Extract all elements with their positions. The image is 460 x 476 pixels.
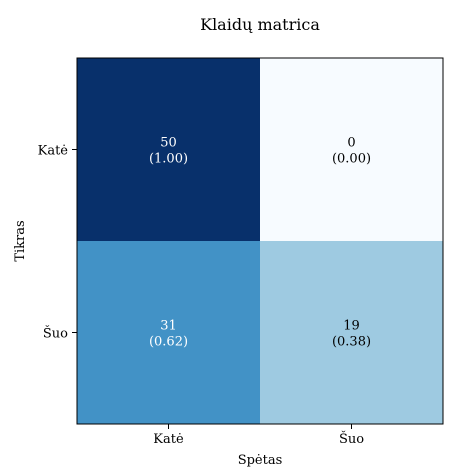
y-tick-label: Šuo — [43, 325, 68, 342]
cell-count-label: 0 — [347, 136, 355, 151]
y-tick-label: Katė — [38, 144, 69, 159]
heatmap-cells — [77, 58, 443, 424]
heatmap-cell-labels: 50(1.00) 0(0.00) 31(0.62) 19(0.38) — [149, 136, 371, 350]
x-axis-ticks: Katė Šuo — [153, 424, 364, 447]
heatmap-cell — [77, 241, 260, 424]
y-axis-ticks: Katė Šuo — [38, 144, 77, 342]
x-tick-label: Katė — [153, 432, 184, 447]
cell-ratio-label: (0.00) — [332, 152, 371, 167]
chart-title: Klaidų matrica — [200, 15, 320, 34]
cell-count-label: 50 — [160, 136, 177, 151]
y-axis-label: Tikras — [13, 220, 28, 261]
x-tick-label: Šuo — [339, 430, 364, 447]
cell-ratio-label: (0.38) — [332, 335, 371, 350]
heatmap-cell — [260, 241, 443, 424]
plot-frame — [76, 57, 444, 425]
cell-count-label: 31 — [160, 319, 177, 334]
cell-count-label: 19 — [343, 319, 360, 334]
cell-ratio-label: (1.00) — [149, 152, 188, 167]
cell-ratio-label: (0.62) — [149, 335, 188, 350]
heatmap-cell — [77, 58, 260, 241]
heatmap-cell — [260, 58, 443, 241]
x-axis-label: Spėtas — [238, 453, 283, 468]
